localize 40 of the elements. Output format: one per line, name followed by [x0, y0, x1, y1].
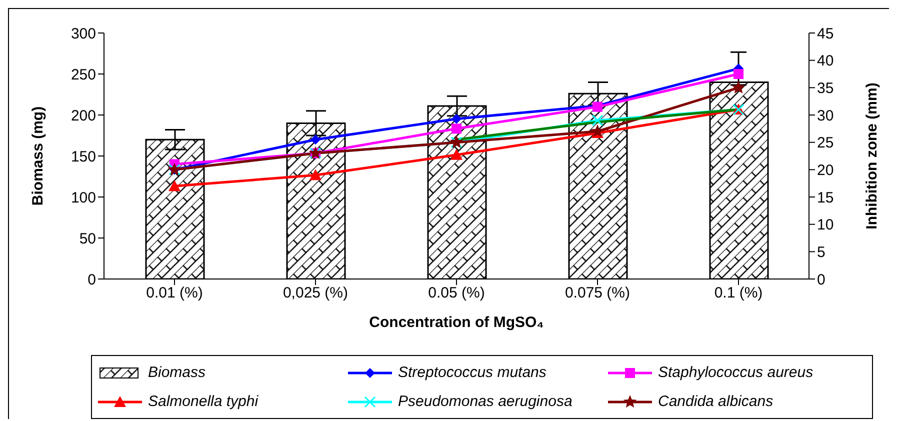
y2-tick-label: 10: [817, 216, 834, 234]
x-tick-label: 0.075 (%): [564, 284, 630, 302]
y-tick-label: 50: [79, 230, 96, 248]
y-tick-label: 250: [70, 66, 96, 84]
y2-tick-label: 35: [817, 80, 834, 97]
y-tick-label: 300: [70, 25, 96, 42]
x-tick-label: 0.1 (%): [714, 284, 763, 302]
y2-tick-label: 45: [817, 25, 834, 42]
legend-label: Candida albicans: [658, 393, 774, 410]
legend-label: Salmonella typhi: [148, 393, 258, 410]
legend-label: Pseudomonas aeruginosa: [398, 393, 572, 410]
y2-tick-label: 5: [817, 244, 826, 261]
point: [592, 114, 604, 126]
legend-label: Streptococcus mutans: [398, 364, 546, 381]
point: [452, 114, 462, 124]
y-tick-label: 150: [70, 148, 96, 166]
y2-tick-label: 30: [817, 107, 834, 124]
x-tick-label: 0,025 (%): [282, 284, 348, 302]
legend-label: Staphylococcus aureus: [658, 364, 814, 381]
x-axis-title: Concentration of MgSO₄: [369, 314, 544, 331]
x-tick-label: 0.05 (%): [428, 284, 485, 302]
point: [310, 134, 320, 145]
point: [734, 69, 744, 79]
point: [168, 180, 180, 192]
y2-tick-label: 20: [817, 162, 834, 179]
legend-label: Biomass: [148, 364, 206, 381]
point: [452, 124, 462, 134]
y-tick-label: 0: [88, 271, 96, 288]
y-tick-label: 100: [70, 189, 96, 206]
y-tick-label: 200: [70, 107, 96, 124]
y2-tick-label: 40: [817, 52, 834, 70]
y-axis-title: Biomass (mg): [29, 106, 46, 206]
x-tick-label: 0.01 (%): [146, 284, 203, 302]
point: [732, 80, 746, 94]
y2-tick-label: 15: [817, 189, 834, 206]
y2-tick-label: 0: [817, 271, 826, 288]
y2-tick-label: 25: [817, 134, 834, 152]
point: [310, 169, 322, 180]
point: [450, 148, 462, 160]
y2-axis-title: Inhibition zone (mm): [863, 82, 880, 230]
